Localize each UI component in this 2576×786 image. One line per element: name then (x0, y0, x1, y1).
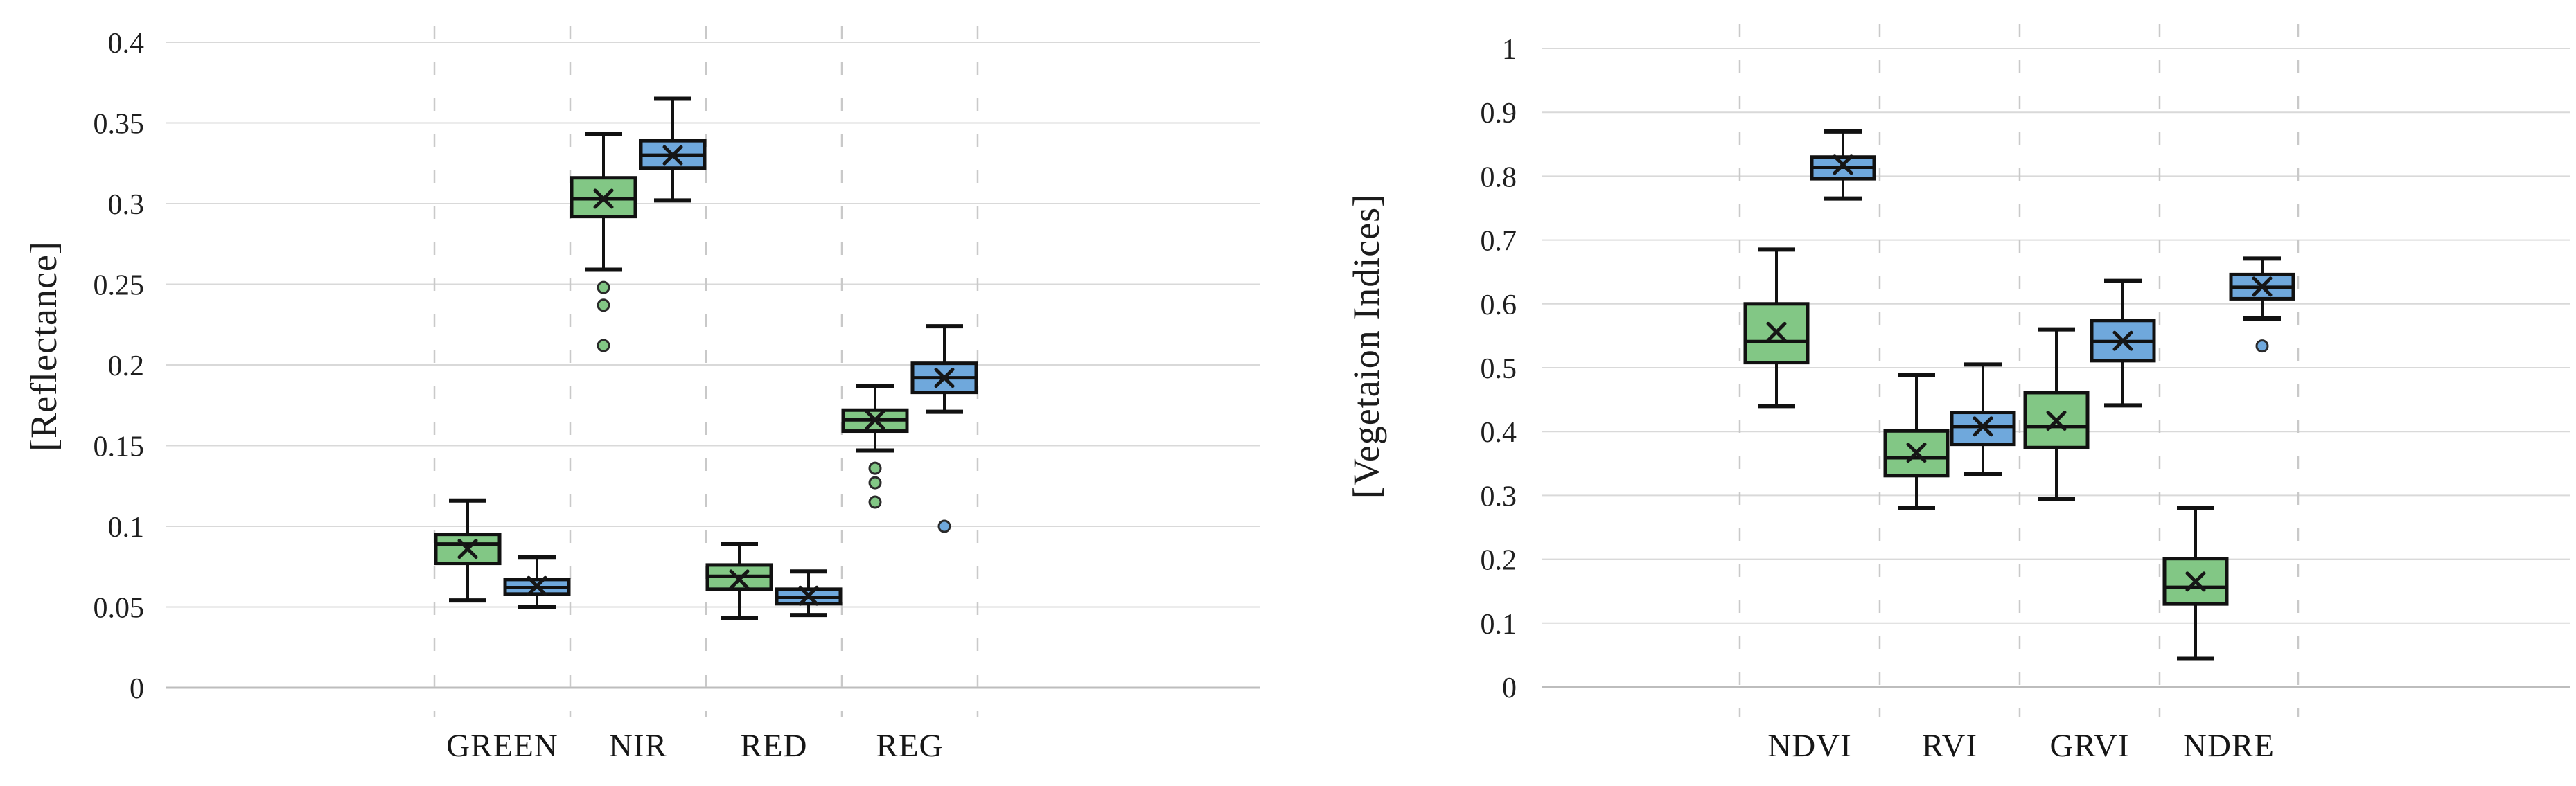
y-tick-label: 0.7 (1481, 226, 1517, 258)
mean-x-marker (1833, 154, 1853, 175)
boxplot-blue-NDRE (2229, 256, 2295, 353)
y-tick-label: 0 (130, 673, 144, 705)
vegetation-indices-boxplot-panel: [Vegetaion Indices] 0 0.1 0.2 0.3 0.4 0.5 0.6 0… (1288, 0, 2576, 786)
outlier-point (937, 519, 951, 533)
mean-x-marker (2185, 571, 2206, 592)
x-category-label: RED (741, 728, 808, 764)
outlier-point (597, 298, 610, 312)
y-tick-label: 0.1 (1481, 609, 1517, 641)
boxplot-blue-GRVI (2090, 278, 2156, 408)
y-tick-label: 0.15 (94, 431, 145, 463)
mean-x-marker (527, 575, 547, 596)
y-tick-label: 0.6 (1481, 289, 1517, 321)
y-tick-label: 0.2 (1481, 545, 1517, 577)
boxplot-green-NDVI (1743, 247, 1810, 409)
reflectance-boxplot-panel: [Reflectance] 0 0.05 0.1 0.15 0.2 0.25 0.3 0.35… (23, 26, 1260, 764)
mean-x-marker (934, 368, 955, 388)
mean-x-marker (1973, 416, 1993, 437)
mean-x-marker (2252, 276, 2273, 297)
y-tick-label: 0.3 (108, 189, 145, 221)
boxplot-green-GREEN (434, 498, 502, 603)
boxplot-green-RVI (1883, 373, 1950, 510)
boxplot-blue-NIR (639, 96, 707, 203)
mean-x-marker (1906, 443, 1927, 463)
y-tick-label: 0.25 (94, 270, 145, 302)
mean-x-marker (593, 188, 614, 209)
mean-x-marker (2112, 330, 2133, 351)
boxplot-blue-RVI (1950, 362, 2016, 476)
outlier-point (597, 339, 610, 352)
mean-x-marker (2046, 411, 2067, 431)
boxplot-blue-GREEN (503, 555, 571, 609)
mean-x-marker (729, 569, 750, 590)
boxplot-green-NIR (570, 132, 637, 352)
boxplot-green-RED (705, 542, 773, 620)
y-tick-label: 0.5 (1481, 353, 1517, 385)
y-tick-label: 0.05 (94, 593, 145, 625)
x-category-label: GRVI (2049, 728, 2129, 764)
y-tick-label: 0.9 (1481, 98, 1517, 129)
outlier-point (868, 461, 882, 475)
x-category-label: NDRE (2183, 728, 2275, 764)
boxplot-green-NDRE (2162, 506, 2229, 661)
y-tick-label: 0.2 (108, 350, 145, 382)
mean-x-marker (1766, 321, 1787, 342)
y-tick-label: 0 (1502, 672, 1517, 704)
mean-x-marker (457, 539, 478, 560)
vegetation-indices-boxplot-svg: 0 0.1 0.2 0.3 0.4 0.5 0.6 0.7 0.8 0.9 1 NDVI RVI GRVI… (1481, 24, 2570, 764)
x-category-label: RVI (1922, 728, 1977, 764)
y-tick-label: 0.4 (108, 28, 145, 60)
outlier-point (868, 495, 882, 509)
reflectance-boxplot-svg: 0 0.05 0.1 0.15 0.2 0.25 0.3 0.35 0.4 GREEN NIR RED… (94, 26, 1260, 764)
mean-x-marker (798, 585, 819, 606)
boxplot-green-REG (841, 384, 909, 509)
y-tick-label: 0.1 (108, 512, 145, 544)
outlier-point (2255, 339, 2269, 353)
y-tick-label: 0.4 (1481, 417, 1517, 449)
x-category-label: NIR (609, 728, 667, 764)
x-category-label: REG (876, 728, 944, 764)
y-tick-label: 0.35 (94, 109, 145, 141)
mean-x-marker (662, 145, 683, 166)
boxplot-green-GRVI (2023, 327, 2090, 501)
boxplot-blue-NDVI (1810, 129, 1876, 201)
boxplot-blue-RED (775, 569, 843, 618)
y-tick-label: 0.3 (1481, 481, 1517, 512)
boxplot-blue-REG (910, 324, 978, 533)
y-tick-label: 1 (1502, 34, 1517, 66)
x-category-label: NDVI (1767, 728, 1851, 764)
x-category-label: GREEN (446, 728, 558, 764)
outlier-point (597, 280, 610, 294)
mean-x-marker (865, 409, 885, 430)
y-tick-label: 0.8 (1481, 161, 1517, 193)
outlier-point (868, 476, 882, 490)
